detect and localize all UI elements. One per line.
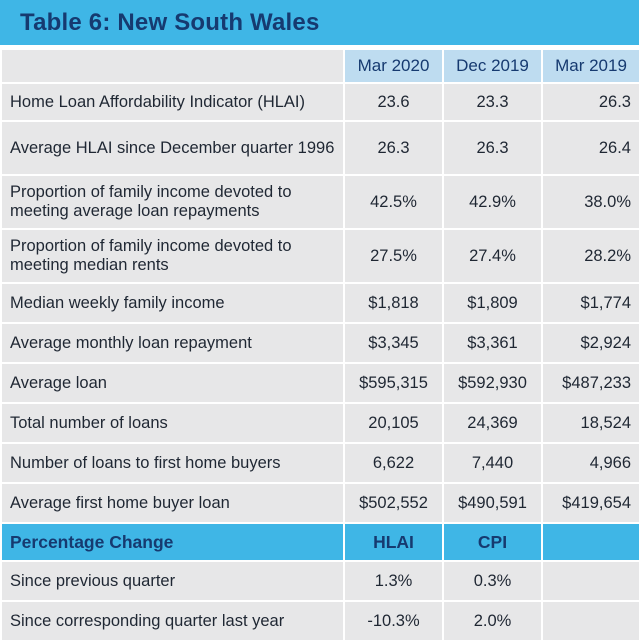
column-header: CPI [442, 522, 543, 562]
row-label: Average HLAI since December quarter 1996 [0, 120, 345, 176]
cell-value: -10.3% [343, 600, 444, 642]
row-label: Proportion of family income devoted to m… [0, 174, 345, 230]
table-row: Total number of loans 20,105 24,369 18,5… [0, 402, 639, 444]
cell-value: 26.3 [343, 120, 444, 176]
cell-value: $3,345 [343, 322, 444, 364]
row-label: Since previous quarter [0, 560, 345, 602]
row-label: Since corresponding quarter last year [0, 600, 345, 642]
row-label: Average monthly loan repayment [0, 322, 345, 364]
affordability-table: Mar 2020 Dec 2019 Mar 2019 Home Loan Aff… [0, 48, 639, 642]
column-header: HLAI [343, 522, 444, 562]
percentage-change-header-row: Percentage Change HLAI CPI [0, 522, 639, 562]
column-header: Dec 2019 [442, 48, 543, 84]
row-label: Average first home buyer loan [0, 482, 345, 524]
empty-cell [541, 560, 639, 602]
table-row: Since corresponding quarter last year -1… [0, 600, 639, 642]
table-row: Average HLAI since December quarter 1996… [0, 120, 639, 176]
empty-cell [541, 600, 639, 642]
table-row: Average monthly loan repayment $3,345 $3… [0, 322, 639, 364]
cell-value: 26.4 [541, 120, 639, 176]
cell-value: 7,440 [442, 442, 543, 484]
row-label: Home Loan Affordability Indicator (HLAI) [0, 82, 345, 122]
cell-value: 42.5% [343, 174, 444, 230]
cell-value: $595,315 [343, 362, 444, 404]
cell-value: 27.5% [343, 228, 444, 284]
cell-value: 18,524 [541, 402, 639, 444]
table-title: Table 6: New South Wales [20, 8, 320, 36]
cell-value: 2.0% [442, 600, 543, 642]
cell-value: $1,774 [541, 282, 639, 324]
column-header: Mar 2019 [541, 48, 639, 84]
cell-value: $1,818 [343, 282, 444, 324]
cell-value: 27.4% [442, 228, 543, 284]
cell-value: 23.3 [442, 82, 543, 122]
cell-value: 23.6 [343, 82, 444, 122]
cell-value: 24,369 [442, 402, 543, 444]
cell-value: $2,924 [541, 322, 639, 364]
table-row: Median weekly family income $1,818 $1,80… [0, 282, 639, 324]
column-header-row: Mar 2020 Dec 2019 Mar 2019 [0, 48, 639, 84]
table-row: Proportion of family income devoted to m… [0, 228, 639, 284]
cell-value: 26.3 [541, 82, 639, 122]
cell-value: $592,930 [442, 362, 543, 404]
header-blank-cell [541, 522, 639, 562]
table-row: Average first home buyer loan $502,552 $… [0, 482, 639, 524]
table-row: Since previous quarter 1.3% 0.3% [0, 560, 639, 602]
cell-value: 20,105 [343, 402, 444, 444]
row-label: Proportion of family income devoted to m… [0, 228, 345, 284]
cell-value: 4,966 [541, 442, 639, 484]
header-blank-cell [0, 48, 345, 84]
cell-value: 26.3 [442, 120, 543, 176]
percentage-change-heading: Percentage Change [0, 522, 345, 562]
cell-value: $3,361 [442, 322, 543, 364]
table-row: Home Loan Affordability Indicator (HLAI)… [0, 82, 639, 122]
cell-value: 1.3% [343, 560, 444, 602]
row-label: Total number of loans [0, 402, 345, 444]
cell-value: 42.9% [442, 174, 543, 230]
cell-value: $487,233 [541, 362, 639, 404]
cell-value: 28.2% [541, 228, 639, 284]
row-label: Average loan [0, 362, 345, 404]
cell-value: $490,591 [442, 482, 543, 524]
cell-value: 0.3% [442, 560, 543, 602]
cell-value: $1,809 [442, 282, 543, 324]
cell-value: $502,552 [343, 482, 444, 524]
cell-value: $419,654 [541, 482, 639, 524]
row-label: Number of loans to first home buyers [0, 442, 345, 484]
cell-value: 6,622 [343, 442, 444, 484]
table-row: Proportion of family income devoted to m… [0, 174, 639, 230]
table-row: Average loan $595,315 $592,930 $487,233 [0, 362, 639, 404]
row-label: Median weekly family income [0, 282, 345, 324]
table-row: Number of loans to first home buyers 6,6… [0, 442, 639, 484]
cell-value: 38.0% [541, 174, 639, 230]
title-bar: Table 6: New South Wales [0, 0, 639, 48]
column-header: Mar 2020 [343, 48, 444, 84]
